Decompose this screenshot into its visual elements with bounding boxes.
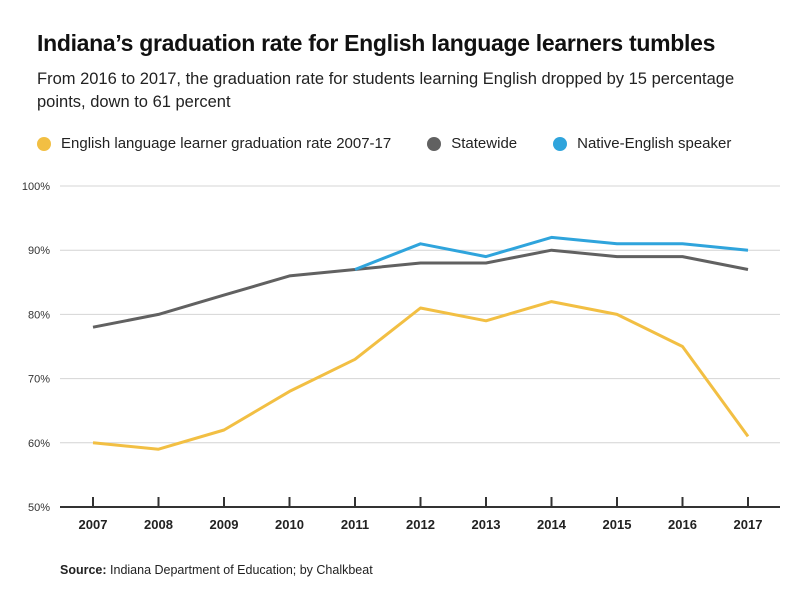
gridlines: [60, 185, 780, 444]
legend: English language learner graduation rate…: [37, 135, 731, 152]
x-tick-label: 2014: [537, 517, 567, 532]
source-label: Source:: [60, 563, 107, 577]
x-axis: 2007 2008 2009 2010 2011 2012 2013 2014 2015 2016…: [60, 497, 780, 532]
y-tick-label: 100%: [22, 181, 50, 193]
x-tick-label: 2013: [472, 517, 501, 532]
x-tick-label: 2012: [406, 517, 435, 532]
legend-dot-icon-ell: [37, 136, 51, 151]
y-tick-label: 60%: [28, 438, 50, 450]
x-tick-label: 2011: [341, 517, 369, 532]
y-axis-ticks: 50% 60% 70% 80% 90% 100%: [22, 181, 50, 514]
x-tick-label: 2016: [668, 517, 697, 532]
legend-dot-icon-statewide: [427, 136, 442, 151]
y-tick-label: 50%: [28, 502, 50, 514]
x-tick-label: 2010: [275, 517, 304, 532]
x-tick-label: 2017: [734, 517, 763, 532]
source-note: Source: Indiana Department of Education;…: [60, 563, 373, 577]
series-line-statewide: [92, 248, 749, 329]
x-tick-label: 2007: [79, 517, 108, 532]
x-tick-label: 2008: [144, 517, 173, 532]
source-text: Indiana Department of Education; by Chal…: [106, 563, 373, 577]
legend-label-native-english: Native-English speaker: [577, 135, 732, 152]
x-tick-label: 2015: [603, 517, 632, 532]
legend-label-statewide: Statewide: [451, 135, 518, 152]
series-lines: [92, 235, 750, 451]
legend-label-ell: English language learner graduation rate…: [61, 135, 392, 152]
y-tick-label: 90%: [28, 245, 50, 257]
legend-dot-icon-native-english: [553, 136, 568, 151]
x-tick-label: 2009: [210, 517, 239, 532]
chart-subtitle: From 2016 to 2017, the graduation rate f…: [37, 70, 735, 111]
chart-title: Indiana’s graduation rate for English la…: [37, 30, 716, 56]
y-tick-label: 70%: [28, 374, 50, 386]
legend-item-statewide: Statewide: [427, 135, 517, 152]
legend-item-native-english: Native-English speaker: [553, 135, 731, 152]
y-tick-label: 80%: [28, 309, 50, 321]
legend-item-ell: English language learner graduation rate…: [37, 135, 391, 152]
series-line-ell: [92, 300, 750, 451]
